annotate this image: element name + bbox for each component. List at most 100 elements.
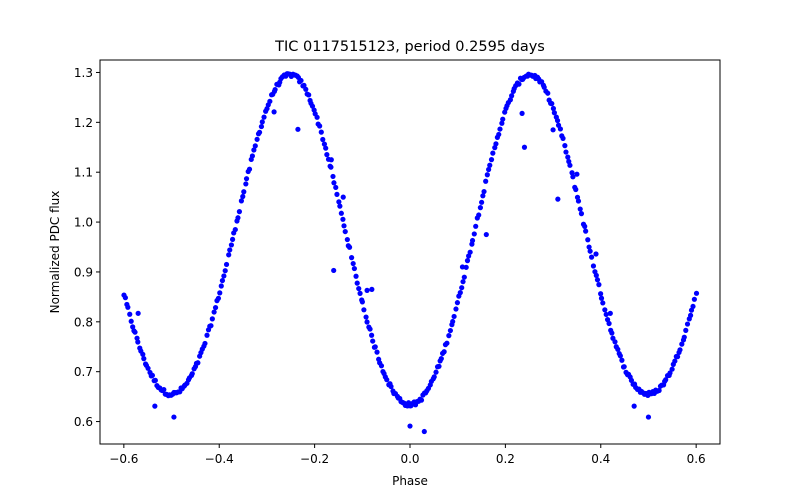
y-tick-label: 1.3 [74, 66, 93, 80]
data-point [241, 189, 247, 195]
data-point [130, 324, 136, 330]
data-point [208, 323, 214, 329]
data-point [467, 249, 473, 255]
data-point [418, 397, 425, 403]
data-point [309, 103, 316, 109]
data-point [487, 162, 493, 168]
data-point [453, 306, 459, 312]
data-point [609, 330, 615, 336]
data-point [565, 154, 571, 160]
data-point [554, 117, 561, 124]
outlier-point [271, 109, 277, 115]
data-point [357, 290, 363, 296]
outlier-point [519, 110, 525, 116]
data-point [663, 377, 669, 383]
data-point [161, 386, 167, 393]
outlier-point [407, 423, 413, 429]
data-point [367, 326, 373, 332]
outlier-point [331, 267, 337, 274]
data-point [687, 312, 694, 318]
data-point [473, 223, 479, 229]
data-point [338, 210, 344, 216]
data-point [350, 260, 356, 267]
data-point [628, 377, 635, 383]
data-point [223, 261, 230, 268]
outlier-point [574, 171, 580, 177]
data-point [236, 209, 243, 215]
outlier-point [631, 403, 637, 409]
data-point [369, 332, 375, 338]
x-axis-label: Phase [392, 474, 428, 488]
data-point [496, 131, 502, 138]
data-point [346, 244, 353, 250]
data-point [235, 215, 241, 221]
outlier-point [607, 310, 613, 316]
data-point [593, 272, 599, 278]
data-point [431, 374, 437, 380]
data-point [690, 303, 696, 310]
data-point [497, 126, 503, 132]
data-point [476, 212, 482, 218]
data-point [598, 295, 605, 301]
data-point [545, 90, 551, 96]
data-point [337, 203, 343, 209]
data-point [446, 333, 452, 339]
data-point [433, 369, 439, 375]
outlier-point [340, 194, 346, 200]
data-point [569, 170, 575, 176]
data-point [232, 226, 238, 233]
data-point [301, 82, 307, 88]
data-point [490, 150, 496, 156]
data-point [447, 327, 453, 334]
data-point [691, 296, 697, 302]
data-point [272, 86, 278, 93]
data-point [249, 153, 255, 159]
data-point [612, 339, 618, 345]
x-tick-label: 0.4 [591, 452, 610, 466]
data-point [454, 300, 461, 306]
data-point [621, 364, 627, 370]
data-point [141, 356, 147, 362]
data-point [582, 223, 588, 229]
data-point [600, 300, 606, 306]
data-point [363, 314, 369, 320]
data-point [145, 365, 151, 371]
data-point [679, 341, 685, 347]
data-point [461, 274, 467, 280]
data-point [602, 307, 608, 313]
data-point [372, 344, 378, 350]
outlier-point [555, 196, 561, 202]
data-point [323, 145, 329, 151]
data-point [324, 152, 330, 158]
data-point [617, 353, 623, 359]
y-tick-label: 0.7 [74, 365, 93, 379]
data-point [359, 299, 365, 305]
data-point [384, 377, 390, 383]
x-tick-label: 0.0 [400, 452, 419, 466]
data-point [481, 188, 487, 195]
outlier-point [364, 287, 370, 293]
data-point [238, 198, 244, 204]
data-point [243, 181, 249, 187]
data-point [261, 114, 267, 120]
outlier-point [135, 310, 141, 316]
data-point [583, 228, 589, 234]
data-point [251, 147, 257, 153]
outlier-point [521, 144, 528, 150]
outlier-point [550, 127, 556, 133]
outlier-point [459, 264, 466, 270]
data-point [450, 318, 456, 325]
data-point [122, 295, 128, 301]
x-tick-label: −0.2 [300, 452, 329, 466]
data-point [541, 84, 547, 90]
data-point [551, 110, 557, 116]
data-point [252, 143, 258, 149]
data-point [354, 280, 360, 286]
data-point [246, 166, 253, 172]
data-point [374, 349, 380, 355]
data-point [594, 277, 601, 283]
data-point [550, 105, 557, 112]
data-point [328, 164, 334, 170]
y-tick-label: 1.1 [74, 166, 93, 180]
data-point [204, 332, 210, 338]
